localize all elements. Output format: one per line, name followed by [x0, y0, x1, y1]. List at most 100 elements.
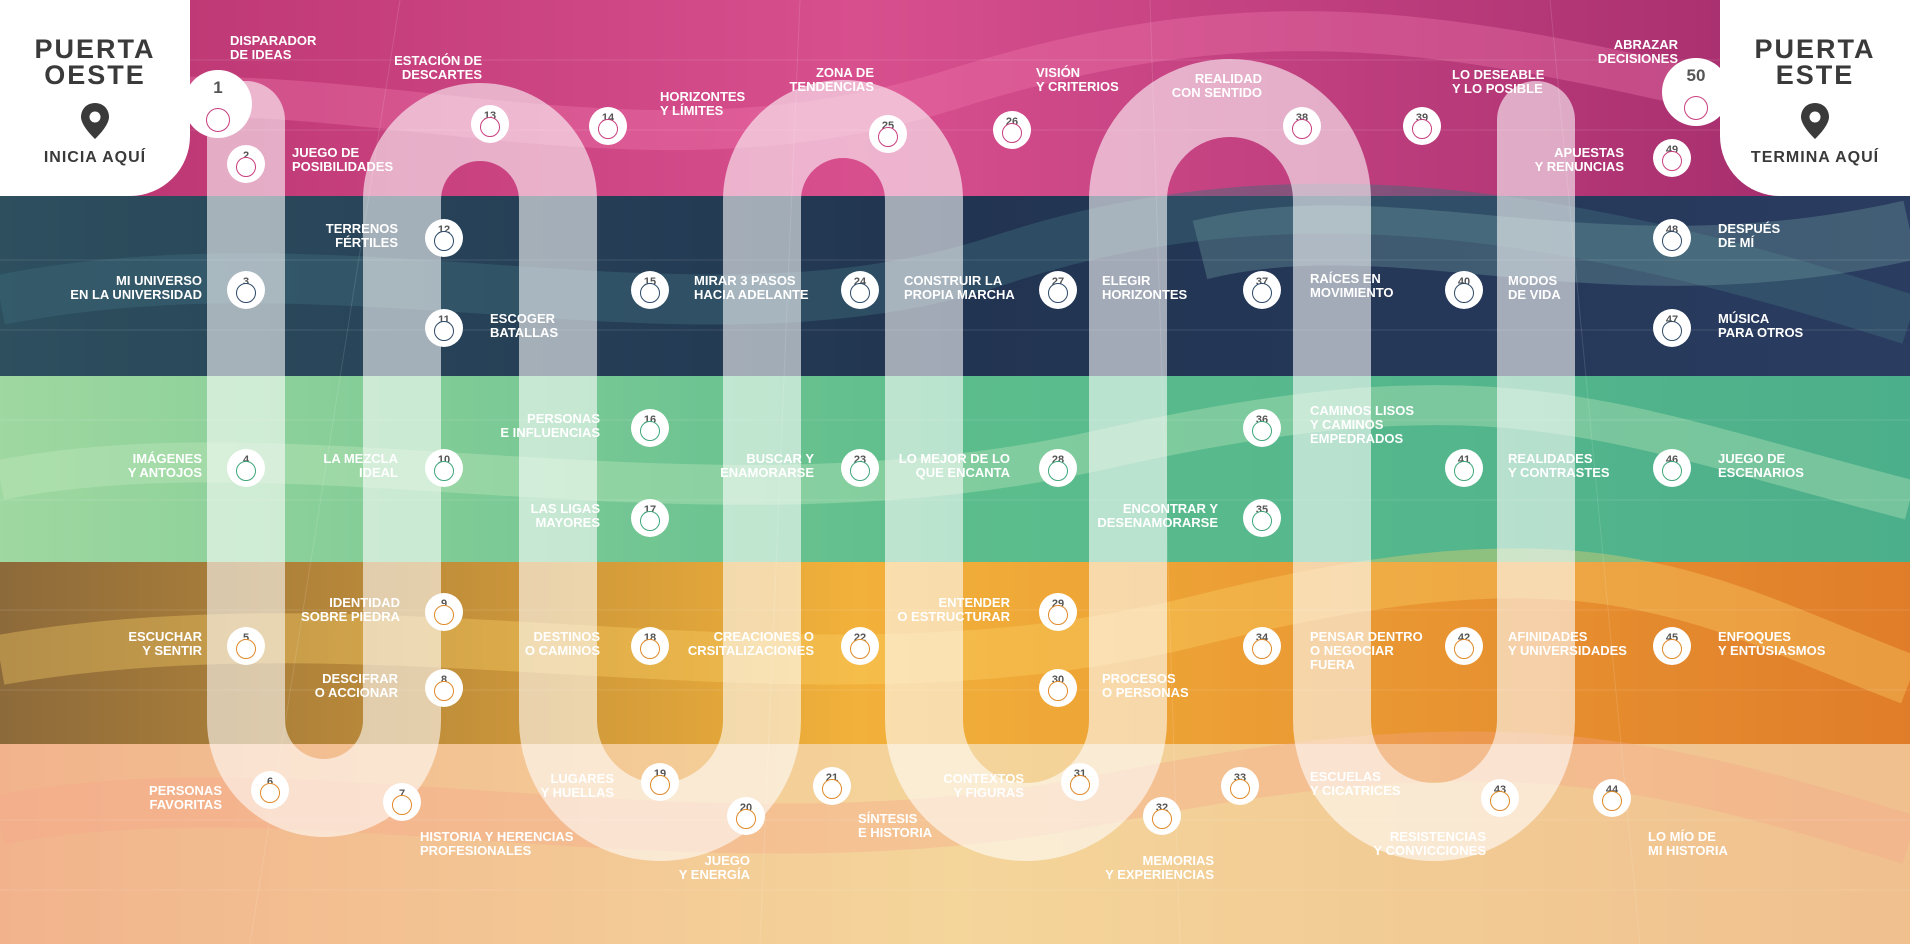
station-ring-icon	[1252, 283, 1272, 303]
station-40[interactable]: 40	[1445, 271, 1483, 309]
station-ring-icon	[1662, 639, 1682, 659]
station-label: JUEGO DE ESCENARIOS	[1718, 451, 1804, 480]
station-label: ABRAZAR DECISIONES	[1597, 37, 1678, 66]
station-45[interactable]: 45	[1653, 627, 1691, 665]
station-43[interactable]: 43	[1481, 779, 1519, 817]
station-label: ENTENDER O ESTRUCTURAR	[897, 595, 1010, 624]
station-13[interactable]: 13	[471, 105, 509, 143]
station-10[interactable]: 10	[425, 449, 463, 487]
station-ring-icon	[1454, 639, 1474, 659]
station-19[interactable]: 19	[641, 763, 679, 801]
station-5[interactable]: 5	[227, 627, 265, 665]
station-ring-icon	[434, 231, 454, 251]
station-6[interactable]: 6	[251, 771, 289, 809]
station-26[interactable]: 26	[993, 111, 1031, 149]
station-29[interactable]: 29	[1039, 593, 1077, 631]
station-ring-icon	[1662, 321, 1682, 341]
station-28[interactable]: 28	[1039, 449, 1077, 487]
station-23[interactable]: 23	[841, 449, 879, 487]
station-1[interactable]: 1	[184, 70, 252, 138]
station-ring-icon	[206, 108, 230, 132]
station-9[interactable]: 9	[425, 593, 463, 631]
station-ring-icon	[640, 283, 660, 303]
station-label: CONSTRUIR LA PROPIA MARCHA	[904, 273, 1015, 302]
station-30[interactable]: 30	[1039, 669, 1077, 707]
station-label: MEMORIAS Y EXPERIENCIAS	[1105, 853, 1214, 882]
station-27[interactable]: 27	[1039, 271, 1077, 309]
west-gate-title-line2: OESTE	[44, 60, 146, 90]
station-label: RESISTENCIAS Y CONVICCIONES	[1373, 829, 1486, 858]
station-ring-icon	[1662, 461, 1682, 481]
station-32[interactable]: 32	[1143, 797, 1181, 835]
station-14[interactable]: 14	[589, 107, 627, 145]
station-label: TERRENOS FÉRTILES	[325, 221, 398, 250]
station-label: ENFOQUES Y ENTUSIASMOS	[1718, 629, 1826, 658]
station-24[interactable]: 24	[841, 271, 879, 309]
east-gate-title: PUERTA ESTE	[1720, 36, 1910, 90]
station-label: HISTORIA Y HERENCIAS PROFESIONALES	[420, 829, 574, 858]
station-ring-icon	[1252, 639, 1272, 659]
station-49[interactable]: 49	[1653, 139, 1691, 177]
station-34[interactable]: 34	[1243, 627, 1281, 665]
station-ring-icon	[1152, 809, 1172, 829]
station-18[interactable]: 18	[631, 627, 669, 665]
station-label: CREACIONES O CRSITALIZACIONES	[687, 629, 814, 658]
station-ring-icon	[434, 681, 454, 701]
station-20[interactable]: 20	[727, 797, 765, 835]
station-ring-icon	[1490, 791, 1510, 811]
station-25[interactable]: 25	[869, 115, 907, 153]
station-38[interactable]: 38	[1283, 107, 1321, 145]
station-label: PENSAR DENTRO O NEGOCIAR FUERA	[1310, 629, 1423, 672]
station-3[interactable]: 3	[227, 271, 265, 309]
station-ring-icon	[236, 639, 256, 659]
station-label: ESCOGER BATALLAS	[490, 311, 559, 340]
station-label: JUEGO DE POSIBILIDADES	[292, 145, 394, 174]
station-39[interactable]: 39	[1403, 107, 1441, 145]
station-ring-icon	[650, 775, 670, 795]
station-label: HORIZONTES Y LÍMITES	[660, 89, 746, 118]
station-ring-icon	[598, 119, 618, 139]
station-48[interactable]: 48	[1653, 219, 1691, 257]
station-ring-icon	[822, 779, 842, 799]
station-label: LO MÍO DE MI HISTORIA	[1648, 829, 1728, 858]
station-47[interactable]: 47	[1653, 309, 1691, 347]
station-ring-icon	[1662, 231, 1682, 251]
station-ring-icon	[640, 421, 660, 441]
station-label: DESPUÉS DE MÍ	[1718, 221, 1781, 250]
station-label: IDENTIDAD SOBRE PIEDRA	[301, 595, 400, 624]
station-number: 50	[1686, 66, 1706, 85]
west-gate: PUERTA OESTE INICIA AQUÍ	[0, 0, 190, 196]
station-label: RAÍCES EN MOVIMIENTO	[1310, 271, 1394, 300]
station-33[interactable]: 33	[1221, 767, 1259, 805]
station-ring-icon	[1048, 461, 1068, 481]
station-ring-icon	[1070, 775, 1090, 795]
station-11[interactable]: 11	[425, 309, 463, 347]
east-gate-title-line2: ESTE	[1775, 60, 1855, 90]
station-16[interactable]: 16	[631, 409, 669, 447]
station-37[interactable]: 37	[1243, 271, 1281, 309]
station-ring-icon	[1684, 96, 1708, 120]
station-42[interactable]: 42	[1445, 627, 1483, 665]
station-8[interactable]: 8	[425, 669, 463, 707]
station-44[interactable]: 44	[1593, 779, 1631, 817]
station-21[interactable]: 21	[813, 767, 851, 805]
station-ring-icon	[480, 117, 500, 137]
station-22[interactable]: 22	[841, 627, 879, 665]
station-17[interactable]: 17	[631, 499, 669, 537]
station-4[interactable]: 4	[227, 449, 265, 487]
station-ring-icon	[1048, 681, 1068, 701]
station-label: ESTACIÓN DE DESCARTES	[394, 53, 482, 82]
station-12[interactable]: 12	[425, 219, 463, 257]
station-7[interactable]: 7	[383, 783, 421, 821]
station-41[interactable]: 41	[1445, 449, 1483, 487]
station-31[interactable]: 31	[1061, 763, 1099, 801]
station-label: LUGARES Y HUELLAS	[540, 771, 614, 800]
station-label: PERSONAS E INFLUENCIAS	[500, 411, 600, 440]
station-46[interactable]: 46	[1653, 449, 1691, 487]
station-2[interactable]: 2	[227, 145, 265, 183]
station-label: LO DESEABLE Y LO POSIBLE	[1452, 67, 1545, 96]
station-50[interactable]: 50	[1662, 58, 1730, 126]
station-36[interactable]: 36	[1243, 409, 1281, 447]
station-35[interactable]: 35	[1243, 499, 1281, 537]
station-15[interactable]: 15	[631, 271, 669, 309]
